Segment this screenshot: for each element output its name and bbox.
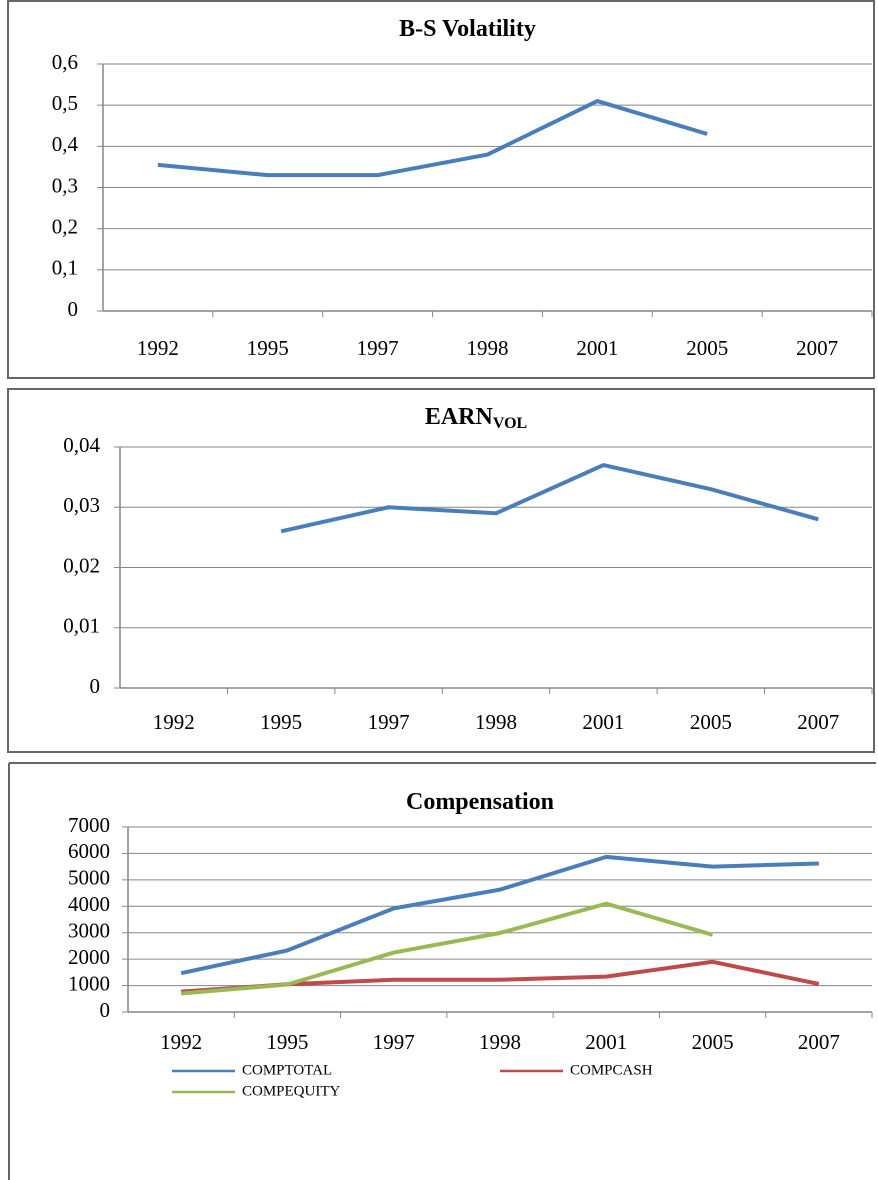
y-tick-label: 0,03 (63, 493, 100, 517)
x-tick-label: 1992 (153, 710, 195, 734)
legend-label: COMPTOTAL (242, 1062, 332, 1078)
chart-title: B-S Volatility (399, 16, 536, 42)
x-tick-label: 1992 (137, 336, 179, 360)
chart-title-text: Compensation (406, 789, 554, 815)
data-line (280, 463, 819, 534)
x-tick-label: 1995 (266, 1030, 308, 1054)
y-tick-label: 0 (68, 297, 79, 321)
y-tick-label: 0,04 (63, 433, 100, 457)
chart-title-text: EARN (425, 404, 494, 430)
y-tick-label: 5000 (68, 866, 110, 890)
legend-label: COMPCASH (570, 1062, 653, 1078)
legend-label: COMPEQUITY (242, 1083, 341, 1099)
y-tick-label: 6000 (68, 839, 110, 863)
x-tick-label: 2001 (576, 336, 618, 360)
chart-title-text: B-S Volatility (399, 16, 536, 42)
y-tick-label: 1000 (68, 971, 110, 995)
x-tick-label: 1998 (479, 1030, 521, 1054)
data-line (180, 901, 714, 996)
chart-title: EARNVOL (425, 404, 527, 432)
x-tick-label: 2007 (797, 710, 839, 734)
panel-frame (7, 388, 875, 753)
data-line (157, 99, 708, 178)
y-tick-label: 4000 (68, 892, 110, 916)
x-tick-label: 1998 (467, 336, 509, 360)
x-tick-label: 1997 (357, 336, 399, 360)
x-tick-label: 2007 (798, 1030, 840, 1054)
y-tick-label: 3000 (68, 919, 110, 943)
y-tick-label: 0,3 (52, 173, 78, 197)
chart-title-subscript: VOL (493, 415, 527, 432)
chart-title: Compensation (406, 789, 554, 815)
x-tick-label: 2001 (585, 1030, 627, 1054)
y-tick-label: 0,01 (63, 614, 100, 638)
x-tick-label: 2005 (686, 336, 728, 360)
x-tick-label: 2005 (692, 1030, 734, 1054)
y-tick-label: 7000 (68, 813, 110, 837)
x-tick-label: 1997 (368, 710, 410, 734)
y-tick-label: 0,1 (52, 256, 78, 280)
y-tick-label: 0,6 (52, 50, 78, 74)
y-tick-label: 0 (100, 998, 111, 1022)
x-tick-label: 1995 (247, 336, 289, 360)
x-tick-label: 1997 (373, 1030, 415, 1054)
y-tick-label: 0,02 (63, 553, 100, 577)
x-tick-label: 2007 (796, 336, 838, 360)
x-tick-label: 2001 (582, 710, 624, 734)
data-line (180, 854, 819, 976)
x-tick-label: 1995 (260, 710, 302, 734)
y-tick-label: 0 (90, 674, 101, 698)
y-tick-label: 0,4 (52, 132, 79, 156)
y-tick-label: 2000 (68, 945, 110, 969)
x-tick-label: 1992 (160, 1030, 202, 1054)
panel-frame (7, 0, 875, 379)
x-tick-label: 2005 (690, 710, 732, 734)
x-tick-label: 1998 (475, 710, 517, 734)
y-tick-label: 0,5 (52, 91, 78, 115)
y-tick-label: 0,2 (52, 214, 78, 238)
